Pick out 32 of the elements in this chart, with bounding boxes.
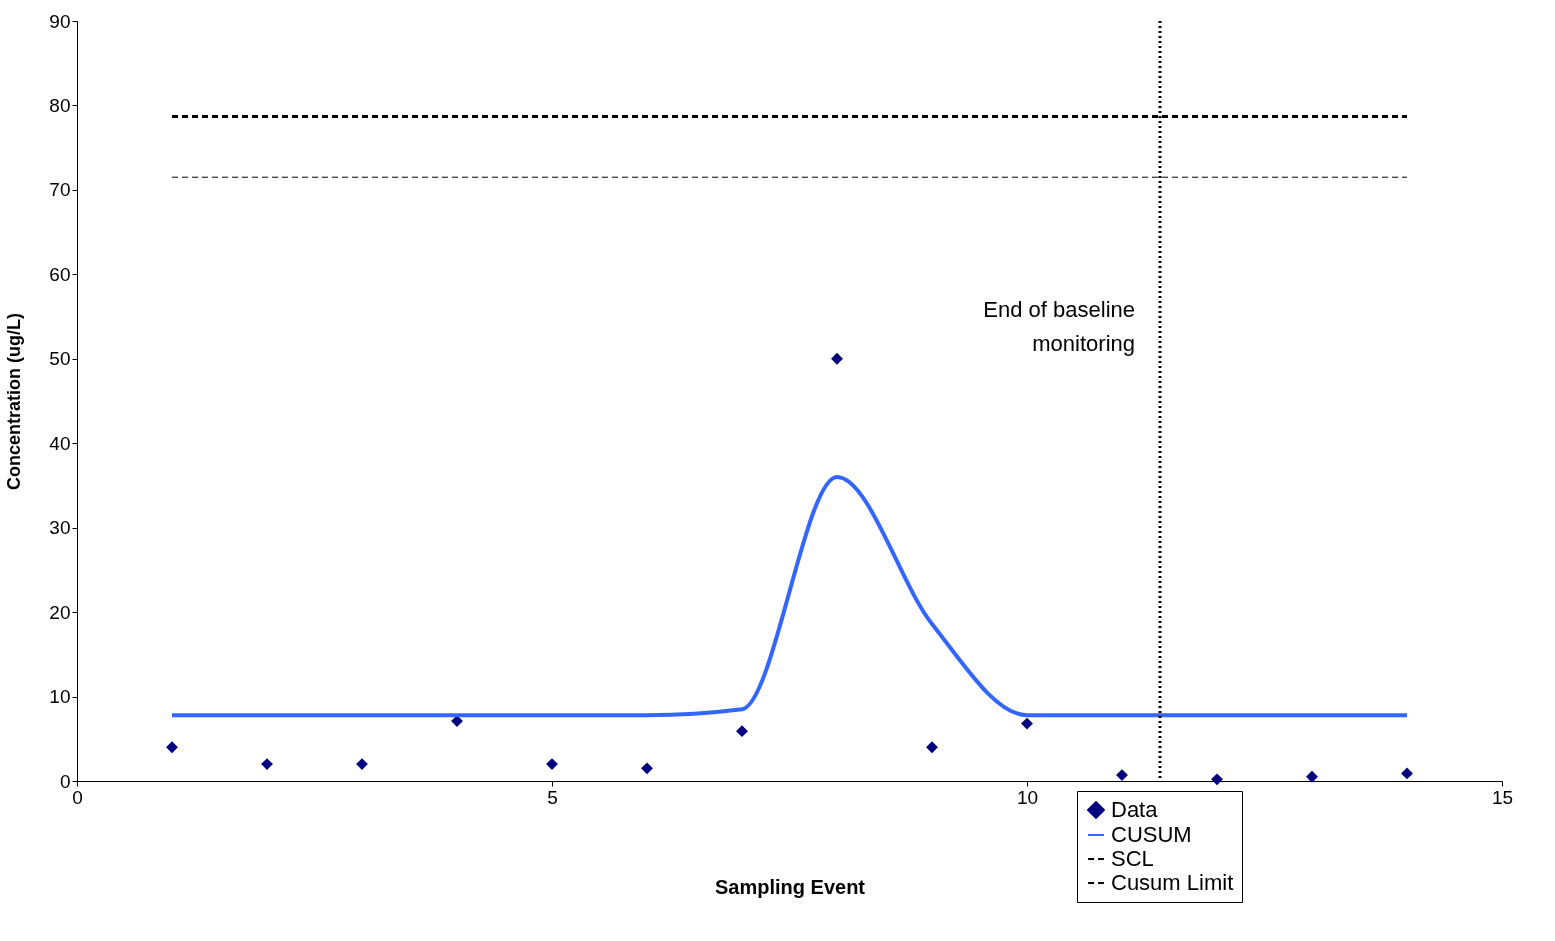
x-tick-label: 10 [1016,786,1039,808]
legend-label: Data [1111,797,1159,822]
y-tick-label: 10 [49,686,71,708]
point [261,758,273,771]
point [926,741,938,754]
x-tick-label: 15 [1491,786,1514,808]
y-tick-label: 0 [59,770,71,792]
point [546,758,558,771]
ref-line-label: End of baseline monitoring [983,296,1135,356]
y-tick-label: 50 [49,348,71,370]
y-tick-label: 70 [49,179,71,201]
point [1211,773,1223,786]
y-tick-label: 80 [49,94,71,116]
point [1021,717,1033,730]
y-tick-label: 30 [49,517,71,539]
point [1306,770,1318,783]
point [356,758,368,771]
legend-label: Cusum Limit [1111,870,1234,895]
y-tick-label: 20 [49,601,71,623]
legend-label: SCL [1111,846,1154,871]
point [831,352,843,365]
legend-label: CUSUM [1111,822,1192,847]
point [1401,767,1413,780]
point [641,762,653,775]
point [166,741,178,754]
x-tick-label: 5 [547,786,558,808]
y-tick-label: 40 [49,432,71,454]
y-tick-label: 60 [49,263,71,285]
x-axis-title: Sampling Event [714,875,866,898]
y-tick-label: 90 [49,10,71,32]
y-axis-title: Concentration (ug/L) [4,313,25,490]
point [736,725,748,738]
